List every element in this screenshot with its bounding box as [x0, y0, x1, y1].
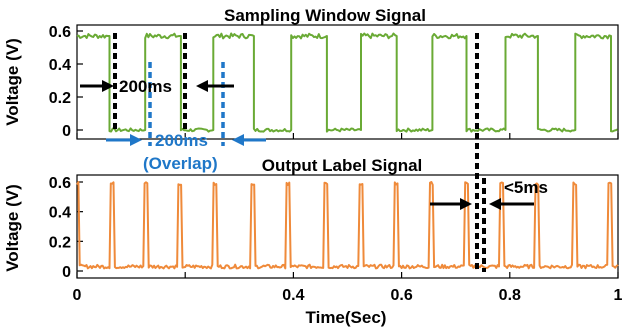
x-tick-label: 0	[73, 287, 82, 304]
bottom-ytick-label: 0.2	[49, 234, 71, 251]
window-arrow-right-head	[196, 80, 208, 92]
top-y-axis-label: Voltage (V)	[3, 38, 22, 126]
output-label-panel: Output Label Signal 0 0.2 0.4 0.6 0 0.4 0.6 0.…	[3, 133, 623, 327]
bottom-y-ticks: 0 0.2 0.4 0.6	[49, 175, 83, 281]
output-label-series	[76, 181, 619, 270]
top-ytick-label: 0.4	[49, 57, 71, 74]
top-ytick-label: 0.6	[49, 24, 71, 41]
sampling-title: Sampling Window Signal	[224, 6, 426, 25]
sampling-window-series	[76, 32, 618, 133]
x-tick-label: 0.8	[499, 287, 521, 304]
x-tick-label: 0.6	[390, 287, 412, 304]
annotations: 200ms 200ms (Overlap) <5ms	[80, 33, 548, 272]
top-plot-frame	[76, 24, 619, 140]
bottom-plot-frame	[76, 174, 619, 279]
top-ytick-label: 0	[62, 123, 71, 140]
top-y-ticks: 0 0.2 0.4 0.6	[49, 24, 83, 140]
bottom-ytick-label: 0.6	[49, 175, 71, 192]
latency-arrow-left-head	[460, 198, 472, 210]
bottom-y-axis-label: Voltage (V)	[3, 184, 22, 272]
bottom-ytick-label: 0	[62, 264, 71, 281]
x-tick-label: 0.4	[282, 287, 304, 304]
latency-label: <5ms	[504, 178, 548, 197]
window-arrow-left-head	[102, 80, 114, 92]
bottom-ytick-label: 0.4	[49, 205, 71, 222]
window-label: 200ms	[119, 77, 172, 96]
top-ytick-label: 0.2	[49, 90, 71, 107]
output-title: Output Label Signal	[262, 156, 423, 175]
bottom-x-ticks: 0 0.4 0.6 0.8 1	[73, 133, 623, 304]
overlap-arrow-left-head	[130, 134, 142, 146]
overlap-arrow-right-head	[232, 134, 244, 146]
x-axis-label: Time(Sec)	[306, 308, 387, 327]
sampling-window-panel: Sampling Window Signal 0 0.2 0.4 0.6 Voltag…	[3, 6, 619, 140]
x-tick-label: 1	[614, 287, 623, 304]
overlap-paren-label: (Overlap)	[143, 154, 218, 173]
latency-arrow-right-head	[489, 198, 501, 210]
overlap-label: 200ms	[155, 131, 208, 150]
